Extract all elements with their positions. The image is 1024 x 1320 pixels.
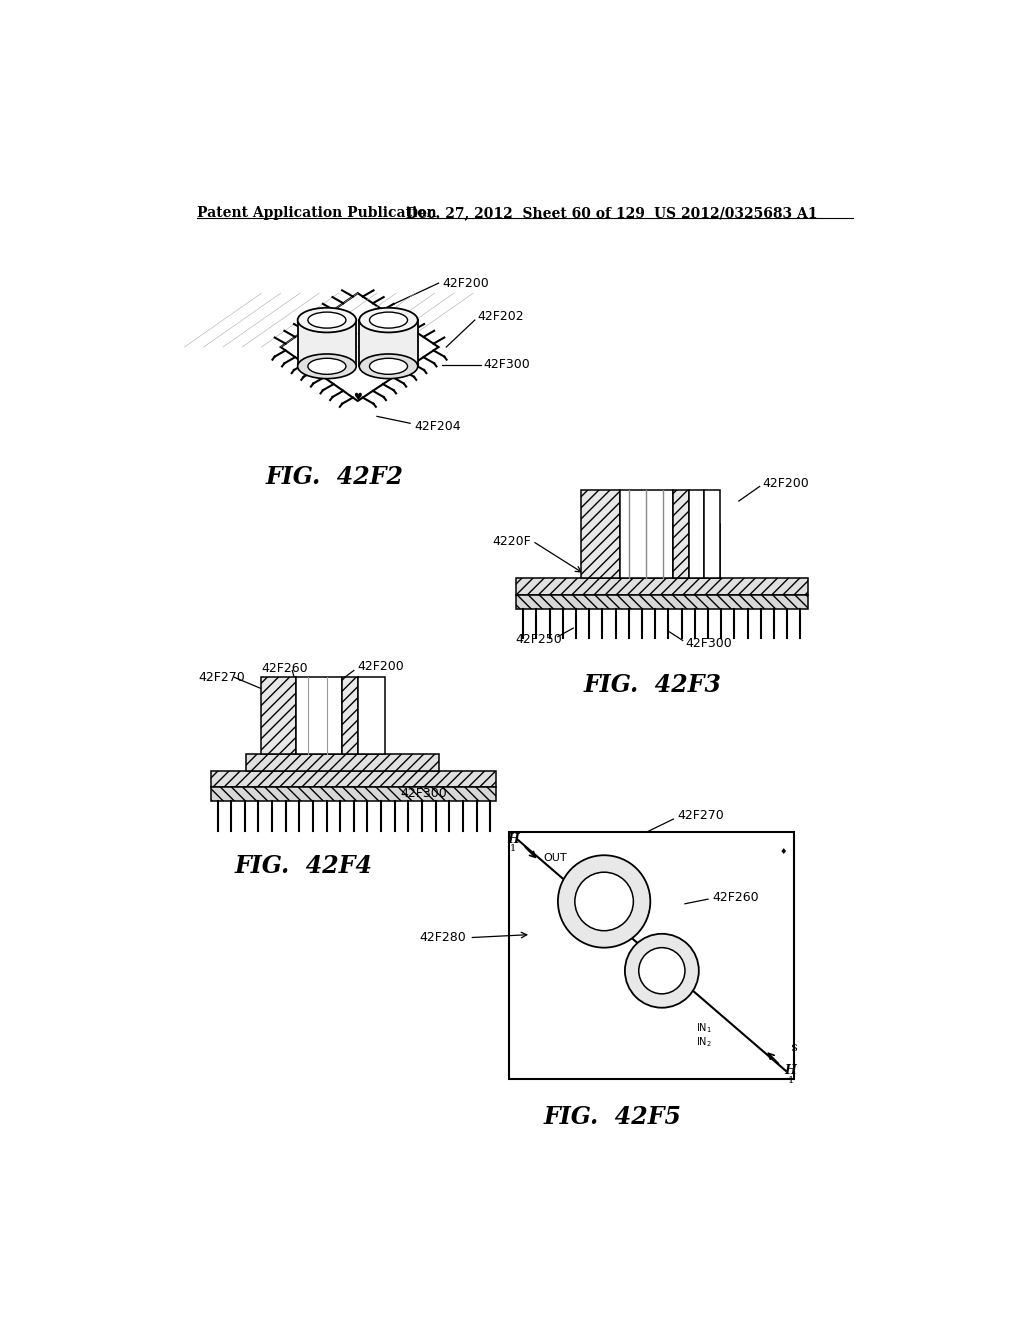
Bar [359,321,418,367]
Text: 42F300: 42F300 [400,787,446,800]
Text: 42F300: 42F300 [685,638,732,649]
Bar [581,490,620,578]
Text: 42F202: 42F202 [477,310,523,323]
Bar [298,321,356,367]
Bar [620,490,674,578]
Text: OUT: OUT [395,346,416,368]
Text: ♥: ♥ [353,392,362,403]
Text: H: H [507,833,519,846]
Text: 42F250: 42F250 [515,634,562,647]
Bar [246,754,438,771]
Ellipse shape [370,312,408,329]
Ellipse shape [298,308,356,333]
Ellipse shape [308,312,346,329]
Text: IN: IN [298,350,311,364]
Circle shape [574,873,634,931]
Text: Patent Application Publication: Patent Application Publication [197,206,436,220]
Text: 42F270: 42F270 [677,809,724,822]
Ellipse shape [359,354,418,379]
Text: 42F260: 42F260 [261,661,308,675]
Text: FIG.  42F5: FIG. 42F5 [544,1106,681,1130]
Text: 4220F: 4220F [493,535,531,548]
Text: IN$_1$: IN$_1$ [696,1022,712,1035]
Bar [509,832,795,1078]
Circle shape [558,855,650,948]
Bar [674,490,689,578]
Text: 1: 1 [510,843,516,853]
Bar [211,788,497,801]
Text: OUT: OUT [543,853,566,862]
Bar [689,490,705,578]
Bar [296,677,342,754]
Ellipse shape [370,358,408,375]
Text: FIG.  42F4: FIG. 42F4 [234,854,373,878]
Bar [342,677,357,754]
Bar [515,578,808,595]
Text: 42F270: 42F270 [199,671,245,684]
Text: H: H [784,1064,797,1077]
Ellipse shape [308,358,346,375]
Circle shape [625,933,698,1007]
Bar [261,677,296,754]
Ellipse shape [359,308,418,333]
Text: FIG.  42F2: FIG. 42F2 [265,465,403,488]
Text: 42F260: 42F260 [712,891,759,904]
Text: 1: 1 [787,1076,794,1085]
Text: 42F200: 42F200 [762,477,809,490]
Text: 42F280: 42F280 [419,931,466,944]
Ellipse shape [298,354,356,379]
Text: 42F300: 42F300 [483,358,530,371]
Text: 42F200: 42F200 [442,277,489,289]
Bar [674,524,720,578]
Circle shape [639,948,685,994]
Text: 42F204: 42F204 [414,420,461,433]
Text: FIG.  42F3: FIG. 42F3 [584,673,721,697]
Text: IN$_2$: IN$_2$ [696,1035,712,1049]
Bar [515,595,808,609]
Bar [211,771,497,788]
Text: Dec. 27, 2012  Sheet 60 of 129: Dec. 27, 2012 Sheet 60 of 129 [407,206,645,220]
Text: ♦: ♦ [779,847,787,855]
Polygon shape [281,293,438,401]
Text: $: $ [791,1043,798,1053]
Text: US 2012/0325683 A1: US 2012/0325683 A1 [654,206,817,220]
Text: 42F200: 42F200 [357,660,404,673]
Bar [357,677,385,754]
Bar [705,490,720,578]
